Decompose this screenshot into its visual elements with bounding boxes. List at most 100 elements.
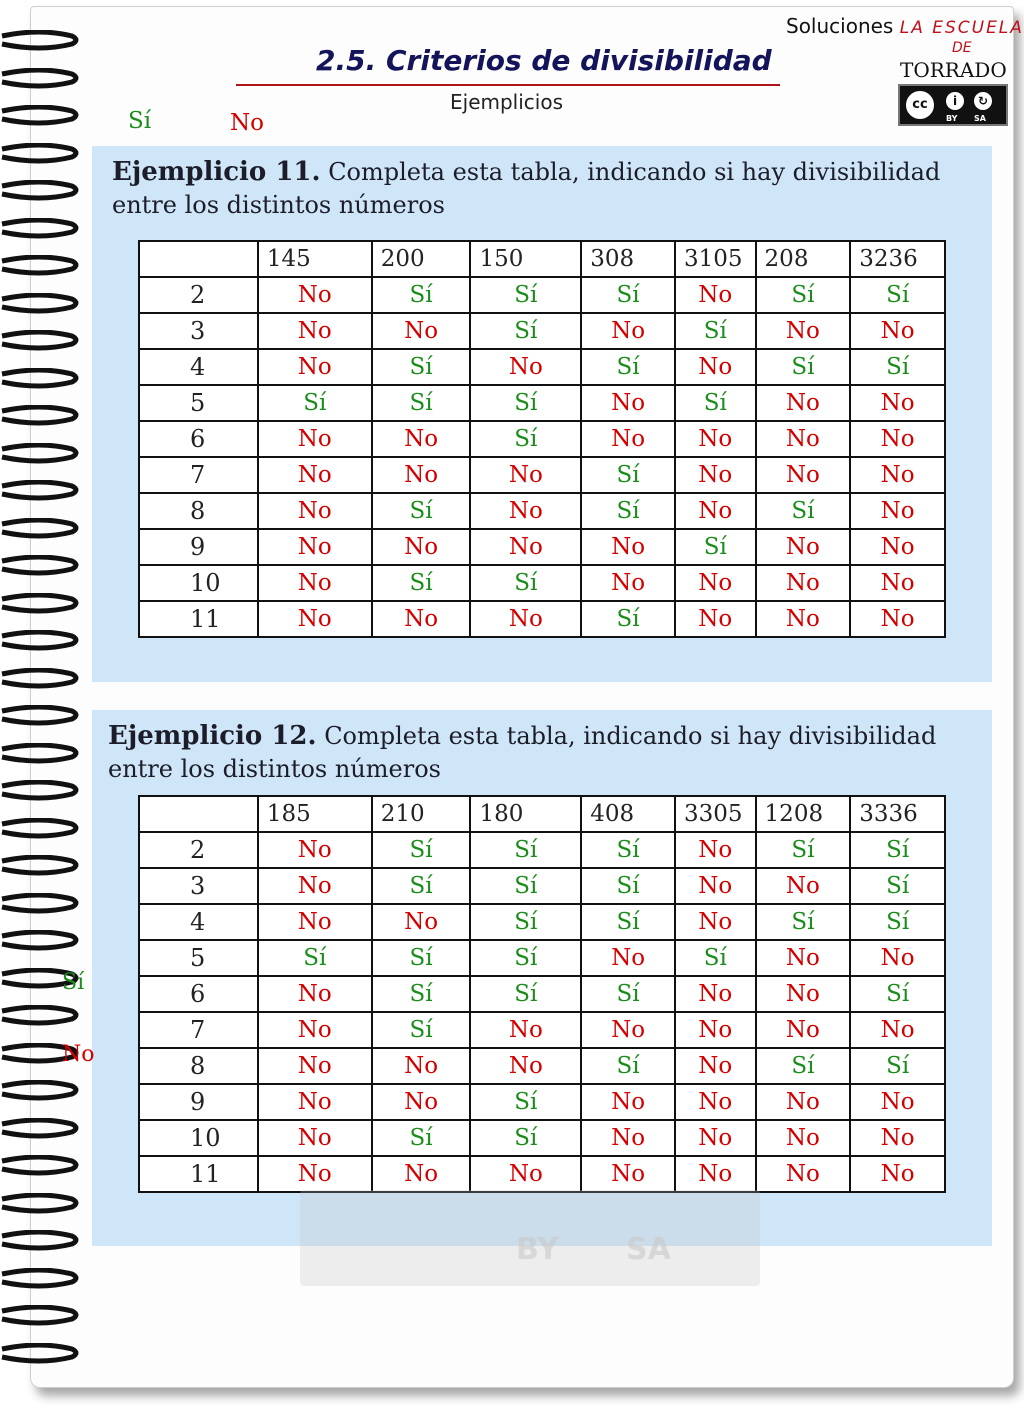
- answer-cell: Sí: [754, 492, 852, 530]
- answer-cell: No: [580, 564, 676, 602]
- answer-cell: Sí: [580, 600, 676, 638]
- column-header: 145: [256, 240, 373, 278]
- answer-cell: No: [256, 492, 373, 530]
- answer-cell: No: [370, 312, 472, 350]
- table-header-row: 185 210 180 408 3305 1208 3336: [138, 795, 946, 833]
- spiral-ring: [0, 292, 80, 313]
- answer-cell: No: [673, 600, 757, 638]
- column-header: 3305: [673, 795, 757, 833]
- table-row: 10 No Sí Sí No No No No: [138, 564, 946, 602]
- exercise-11-heading: Ejemplicio 11. Completa esta tabla, indi…: [112, 156, 972, 222]
- spiral-ring: [0, 1342, 80, 1363]
- answer-cell: No: [673, 564, 757, 602]
- column-header: 200: [370, 240, 472, 278]
- spiral-ring: [0, 404, 80, 426]
- answer-cell: No: [754, 1083, 852, 1121]
- answer-cell: No: [580, 1011, 676, 1049]
- answer-cell: No: [370, 1155, 472, 1193]
- answer-cell: No: [580, 528, 676, 566]
- answer-cell: No: [580, 1119, 676, 1157]
- answer-cell: Sí: [849, 1047, 946, 1085]
- column-header: 208: [754, 240, 852, 278]
- answer-cell: No: [673, 1155, 757, 1193]
- spiral-ring: [0, 1304, 80, 1326]
- answer-cell: Sí: [370, 564, 472, 602]
- answer-cell: No: [754, 312, 852, 350]
- column-header: 3105: [673, 240, 757, 278]
- table-corner-cell: [138, 795, 259, 833]
- spiral-ring: [0, 779, 80, 801]
- answer-cell: No: [370, 1083, 472, 1121]
- column-header: 3336: [849, 795, 946, 833]
- answer-cell: Sí: [849, 975, 946, 1013]
- legend-no: No: [230, 110, 264, 136]
- answer-cell: No: [256, 1047, 373, 1085]
- column-header: 3236: [849, 240, 946, 278]
- page-subtitle: Ejemplicios: [450, 90, 563, 114]
- answer-cell: No: [754, 1155, 852, 1193]
- spiral-ring: [0, 967, 80, 988]
- title-divider: [236, 84, 780, 86]
- answer-cell: No: [673, 1011, 757, 1049]
- legend-yes: Sí: [128, 108, 152, 134]
- answer-cell: No: [754, 420, 852, 458]
- answer-cell: No: [849, 1083, 946, 1121]
- spiral-ring: [0, 142, 80, 163]
- answer-cell: No: [673, 276, 757, 314]
- spiral-ring: [0, 479, 80, 501]
- divisor-cell: 5: [138, 939, 259, 977]
- answer-cell: Sí: [469, 831, 583, 869]
- answer-cell: No: [754, 975, 852, 1013]
- brand-name: LA ESCUELA: [899, 18, 1024, 38]
- spiral-ring: [0, 1267, 80, 1288]
- watermark-by: BY: [516, 1232, 559, 1267]
- answer-cell: No: [256, 348, 373, 386]
- answer-cell: No: [754, 456, 852, 494]
- answer-cell: No: [849, 384, 946, 422]
- spiral-ring: [0, 1079, 80, 1101]
- answer-cell: Sí: [580, 867, 676, 905]
- answer-cell: No: [469, 1047, 583, 1085]
- divisibility-table-12: 185 210 180 408 3305 1208 3336 2 No Sí Sí Sí No Sí Sí 3…: [138, 795, 946, 1193]
- table-row: 10 No Sí Sí No No No No: [138, 1119, 946, 1157]
- divisor-cell: 2: [138, 831, 259, 869]
- table-row: 2 No Sí Sí Sí No Sí Sí: [138, 831, 946, 869]
- table-row: 8 No Sí No Sí No Sí No: [138, 492, 946, 530]
- divisor-cell: 11: [138, 1155, 259, 1193]
- answer-cell: Sí: [849, 831, 946, 869]
- spiral-ring: [0, 442, 80, 463]
- cc-icon: cc: [904, 89, 936, 121]
- divisor-cell: 10: [138, 564, 259, 602]
- answer-cell: No: [754, 564, 852, 602]
- answer-cell: Sí: [673, 384, 757, 422]
- table-row: 9 No No Sí No No No No: [138, 1083, 946, 1121]
- table-row: 6 No Sí Sí Sí No No Sí: [138, 975, 946, 1013]
- table-row: 7 No No No Sí No No No: [138, 456, 946, 494]
- exercise-12-label: Ejemplicio 12.: [108, 721, 317, 751]
- divisor-cell: 3: [138, 312, 259, 350]
- answer-cell: No: [469, 528, 583, 566]
- answer-cell: Sí: [849, 903, 946, 941]
- answer-cell: Sí: [580, 492, 676, 530]
- answer-cell: No: [256, 456, 373, 494]
- divisibility-table-11: 145 200 150 308 3105 208 3236 2 No Sí Sí Sí No Sí Sí 3 N…: [138, 240, 946, 638]
- answer-cell: No: [673, 831, 757, 869]
- exercise-11-label: Ejemplicio 11.: [112, 157, 321, 187]
- cc-license-badge: cc i ↻ BY SA: [898, 84, 1008, 126]
- answer-cell: Sí: [849, 276, 946, 314]
- answer-cell: No: [580, 939, 676, 977]
- answer-cell: Sí: [370, 348, 472, 386]
- answer-cell: No: [580, 1083, 676, 1121]
- column-header: 150: [469, 240, 583, 278]
- column-header: 1208: [754, 795, 852, 833]
- table-row: 2 No Sí Sí Sí No Sí Sí: [138, 276, 946, 314]
- column-header: 408: [580, 795, 676, 833]
- answer-cell: Sí: [469, 1119, 583, 1157]
- answer-cell: Sí: [469, 564, 583, 602]
- spiral-ring: [0, 892, 80, 913]
- spiral-ring: [0, 1229, 80, 1251]
- divisor-cell: 3: [138, 867, 259, 905]
- answer-cell: Sí: [580, 348, 676, 386]
- answer-cell: No: [580, 1155, 676, 1193]
- answer-cell: No: [849, 492, 946, 530]
